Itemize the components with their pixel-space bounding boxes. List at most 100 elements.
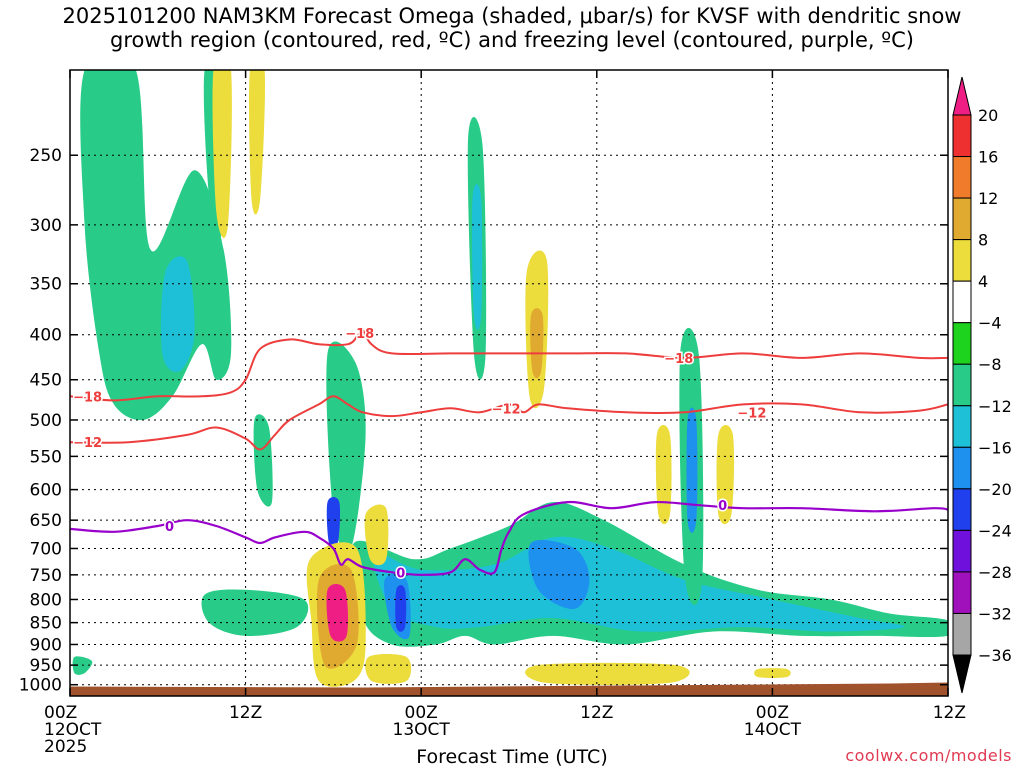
y-tick-label: 550 [30,447,62,467]
omega-region-negative [395,585,407,632]
omega-region-positive [530,308,544,379]
x-tick-label: 12Z [229,703,262,723]
colorbar-swatch [952,280,972,324]
colorbar-swatch [952,446,972,490]
colorbar-swatch [952,114,972,158]
y-tick-label: 900 [30,635,62,655]
title-line1: 2025101200 NAM3KM Forecast Omega (shaded… [62,4,962,28]
x-tick-label: 14OCT [744,720,802,740]
colorbar-label: −16 [978,438,1012,457]
x-tick-label: 00Z [756,703,789,723]
omega-region-negative [326,497,341,549]
colorbar-swatch [952,363,972,407]
x-tick-label: 2025 [44,737,87,757]
dgz-contour-label: −18 [664,352,693,367]
colorbar-swatch [952,488,972,531]
dgz-contour-label: −12 [737,406,766,421]
freezing-contour-label: 0 [165,520,174,535]
colorbar-swatch [952,405,972,448]
contours: −18 −12 −18 −12 −18 −12 0 0 0 [70,325,948,583]
omega-region-negative [528,539,590,610]
omega-region-positive [655,425,672,525]
omega-region-negative [471,183,483,330]
colorbar-label: −36 [978,646,1012,665]
y-tick-label: 600 [30,481,62,501]
colorbar-label: −4 [978,314,1002,333]
colorbar-top-arrow [952,76,972,116]
dgz-contour-label: −18 [73,390,102,405]
y-tick-label: 450 [30,371,62,391]
freezing-contour-label: 0 [396,566,405,581]
title-line2: growth region (contoured, red, ºC) and f… [110,28,914,52]
omega-region-negative [686,407,698,533]
colorbar-swatch [952,529,972,573]
x-tick-label: 12OCT [44,720,102,740]
y-tick-label: 300 [30,216,62,236]
colorbar-label: 4 [978,272,988,291]
y-tick-label: 800 [30,590,62,610]
omega-region-positive [365,654,412,684]
omega-region-positive [249,70,266,215]
colorbar-label: −28 [978,563,1012,582]
y-tick-label: 400 [30,326,62,346]
x-tick-label: 12Z [933,703,966,723]
omega-region-negative [373,536,905,632]
omega-region-positive [716,425,735,525]
colorbar-swatch [952,197,972,241]
plot-frame [69,69,949,697]
dgz-contour-label: −18 [345,327,374,342]
colorbar-swatch [952,571,972,614]
y-tick-label: 1000 [19,676,62,696]
freezing-level-line [70,500,948,576]
x-axis-label: Forecast Time (UTC) [416,746,608,768]
colorbar-swatch [952,239,972,282]
chart-title: 2025101200 NAM3KM Forecast Omega (shaded… [0,4,1024,52]
freezing-contour-label: 0 [718,499,727,514]
colorbar-label: −32 [978,604,1012,623]
y-tick-label: 750 [30,566,62,586]
x-tick-label: 00Z [44,703,77,723]
y-tick-label: 850 [30,614,62,634]
colorbar: 20 16 12 8 4 −4 −8 −12 −16 −20 −24 −28 −32 −36 [952,76,1012,694]
y-tick-label: 500 [30,411,62,431]
colorbar-label: −8 [978,355,1002,374]
omega-shading [72,70,948,687]
colorbar-label: −24 [978,521,1012,540]
y-tick-label: 250 [30,146,62,166]
omega-region-negative [253,414,273,507]
dgz-contour-line [70,395,948,451]
ground-fill [70,682,948,696]
colorbar-bottom-arrow [952,654,972,694]
omega-region-positive [212,70,232,238]
y-tick-label: 350 [30,275,62,295]
dgz-contour-label: −12 [73,436,102,451]
x-tick-label: 00Z [405,703,438,723]
colorbar-label: −12 [978,397,1012,416]
omega-region-negative [201,589,309,636]
colorbar-label: 12 [978,189,998,208]
omega-region-positive [525,662,690,685]
y-tick-label: 700 [30,539,62,559]
colorbar-swatch [952,612,972,656]
x-tick-label: 12Z [580,703,613,723]
y-tick-label: 650 [30,511,62,531]
omega-region-negative [72,656,93,675]
credit-text: coolwx.com/models [845,746,1012,765]
ground-layer [70,682,948,696]
colorbar-swatch [952,322,972,365]
x-tick-label: 13OCT [393,720,451,740]
y-tick-label: 950 [30,656,62,676]
omega-region-negative [160,256,195,373]
dgz-contour-line [70,328,948,402]
omega-region-positive [754,668,791,678]
colorbar-label: 16 [978,148,998,167]
gridlines [70,70,948,696]
colorbar-label: 8 [978,231,988,250]
colorbar-label: −20 [978,480,1012,499]
colorbar-label: 20 [978,106,998,125]
colorbar-swatch [952,156,972,199]
y-axis-ticks: 2503003504004505005506006507007508008509… [19,146,948,696]
omega-region-positive [326,584,349,642]
